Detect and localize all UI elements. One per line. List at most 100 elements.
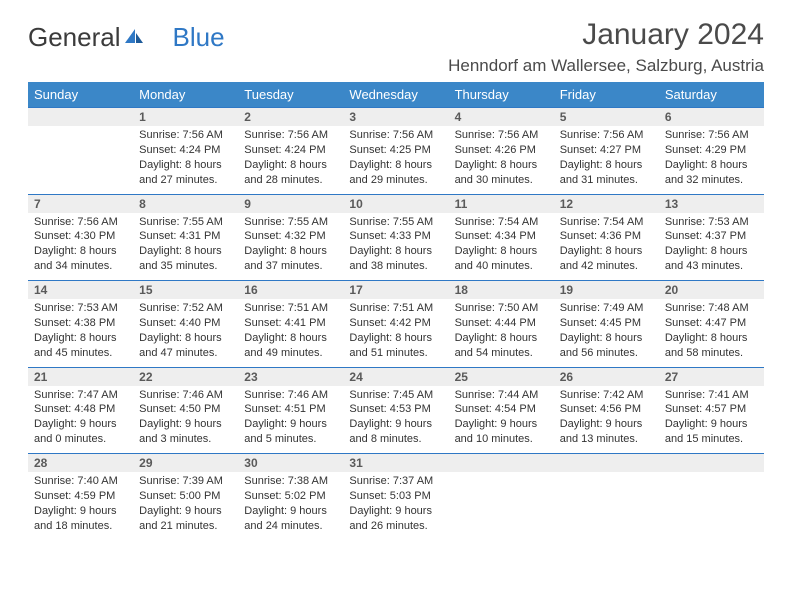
day-content-cell: Sunrise: 7:53 AMSunset: 4:37 PMDaylight:…	[659, 213, 764, 281]
day-number-cell: 1	[133, 108, 238, 127]
day-content-cell: Sunrise: 7:41 AMSunset: 4:57 PMDaylight:…	[659, 386, 764, 454]
sunset-text: Sunset: 4:29 PM	[665, 143, 758, 158]
daylight-text-1: Daylight: 8 hours	[665, 244, 758, 259]
sail-icon	[123, 27, 145, 47]
daylight-text-2: and 8 minutes.	[349, 432, 442, 447]
daylight-text-2: and 35 minutes.	[139, 259, 232, 274]
day-number-cell: 27	[659, 367, 764, 386]
daylight-text-2: and 27 minutes.	[139, 173, 232, 188]
day-number-cell: 8	[133, 194, 238, 213]
daylight-text-2: and 37 minutes.	[244, 259, 337, 274]
daylight-text-1: Daylight: 8 hours	[34, 331, 127, 346]
sunrise-text: Sunrise: 7:56 AM	[665, 128, 758, 143]
sunset-text: Sunset: 4:30 PM	[34, 229, 127, 244]
calendar-table: Sunday Monday Tuesday Wednesday Thursday…	[28, 82, 764, 540]
daylight-text-1: Daylight: 9 hours	[139, 417, 232, 432]
sunset-text: Sunset: 4:32 PM	[244, 229, 337, 244]
daylight-text-2: and 28 minutes.	[244, 173, 337, 188]
day-content-cell	[28, 126, 133, 194]
sunrise-text: Sunrise: 7:56 AM	[244, 128, 337, 143]
day-content-cell: Sunrise: 7:56 AMSunset: 4:24 PMDaylight:…	[133, 126, 238, 194]
daylight-text-2: and 43 minutes.	[665, 259, 758, 274]
daylight-text-1: Daylight: 8 hours	[244, 158, 337, 173]
daylight-text-2: and 3 minutes.	[139, 432, 232, 447]
day-content-cell: Sunrise: 7:49 AMSunset: 4:45 PMDaylight:…	[554, 299, 659, 367]
sunrise-text: Sunrise: 7:55 AM	[139, 215, 232, 230]
location-text: Henndorf am Wallersee, Salzburg, Austria	[448, 56, 764, 76]
content-row: Sunrise: 7:56 AMSunset: 4:30 PM Daylight:…	[28, 213, 764, 281]
daylight-text-2: and 30 minutes.	[455, 173, 548, 188]
daylight-text-1: Daylight: 8 hours	[455, 331, 548, 346]
day-content-cell	[449, 472, 554, 540]
content-row: Sunrise: 7:40 AMSunset: 4:59 PMDaylight:…	[28, 472, 764, 540]
day-number-cell: 21	[28, 367, 133, 386]
day-content-cell: Sunrise: 7:56 AMSunset: 4:27 PMDaylight:…	[554, 126, 659, 194]
day-content-cell: Sunrise: 7:56 AMSunset: 4:25 PMDaylight:…	[343, 126, 448, 194]
sunset-text: Sunset: 4:38 PM	[34, 316, 127, 331]
daylight-text-1: Daylight: 8 hours	[455, 244, 548, 259]
day-number-cell: 15	[133, 281, 238, 300]
daynum-row: 14151617181920	[28, 281, 764, 300]
calendar-body: 123456Sunrise: 7:56 AMSunset: 4:24 PMDay…	[28, 108, 764, 541]
day-content-cell: Sunrise: 7:50 AMSunset: 4:44 PMDaylight:…	[449, 299, 554, 367]
daylight-text-1: Daylight: 8 hours	[349, 331, 442, 346]
month-title: January 2024	[448, 18, 764, 52]
day-number-cell: 3	[343, 108, 448, 127]
sunset-text: Sunset: 5:02 PM	[244, 489, 337, 504]
daylight-text-2: and 45 minutes.	[34, 346, 127, 361]
day-content-cell: Sunrise: 7:44 AMSunset: 4:54 PMDaylight:…	[449, 386, 554, 454]
daylight-text-2: and 15 minutes.	[665, 432, 758, 447]
sunset-text: Sunset: 4:45 PM	[560, 316, 653, 331]
day-number-cell: 16	[238, 281, 343, 300]
daylight-text-2: and 13 minutes.	[560, 432, 653, 447]
day-content-cell: Sunrise: 7:54 AMSunset: 4:36 PMDaylight:…	[554, 213, 659, 281]
sunrise-text: Sunrise: 7:56 AM	[34, 215, 127, 230]
sunrise-text: Sunrise: 7:38 AM	[244, 474, 337, 489]
daylight-text-2: and 47 minutes.	[139, 346, 232, 361]
sunrise-text: Sunrise: 7:55 AM	[349, 215, 442, 230]
day-number-cell: 11	[449, 194, 554, 213]
daylight-text-1: Daylight: 9 hours	[34, 504, 127, 519]
sunrise-text: Sunrise: 7:45 AM	[349, 388, 442, 403]
sunset-text: Sunset: 4:42 PM	[349, 316, 442, 331]
daylight-text-2: and 40 minutes.	[455, 259, 548, 274]
sunset-text: Sunset: 5:00 PM	[139, 489, 232, 504]
day-number-cell: 18	[449, 281, 554, 300]
title-block: January 2024 Henndorf am Wallersee, Salz…	[448, 18, 764, 76]
day-number-cell	[659, 454, 764, 473]
daylight-text-2: and 58 minutes.	[665, 346, 758, 361]
weekday-header: Friday	[554, 82, 659, 108]
sunrise-text: Sunrise: 7:54 AM	[560, 215, 653, 230]
day-content-cell: Sunrise: 7:42 AMSunset: 4:56 PMDaylight:…	[554, 386, 659, 454]
daylight-text-2: and 51 minutes.	[349, 346, 442, 361]
daylight-text-2: and 21 minutes.	[139, 519, 232, 534]
day-content-cell: Sunrise: 7:38 AMSunset: 5:02 PMDaylight:…	[238, 472, 343, 540]
sunset-text: Sunset: 5:03 PM	[349, 489, 442, 504]
sunset-text: Sunset: 4:40 PM	[139, 316, 232, 331]
sunset-text: Sunset: 4:56 PM	[560, 402, 653, 417]
daylight-text-1: Daylight: 9 hours	[349, 417, 442, 432]
daynum-row: 78910111213	[28, 194, 764, 213]
weekday-header: Thursday	[449, 82, 554, 108]
daylight-text-1: Daylight: 8 hours	[665, 158, 758, 173]
daylight-text-1: Daylight: 8 hours	[139, 158, 232, 173]
sunset-text: Sunset: 4:37 PM	[665, 229, 758, 244]
sunrise-text: Sunrise: 7:51 AM	[244, 301, 337, 316]
daylight-text-1: Daylight: 8 hours	[349, 158, 442, 173]
content-row: Sunrise: 7:53 AMSunset: 4:38 PMDaylight:…	[28, 299, 764, 367]
sunrise-text: Sunrise: 7:51 AM	[349, 301, 442, 316]
daylight-text-1: Daylight: 8 hours	[560, 158, 653, 173]
daylight-text-1: Daylight: 8 hours	[139, 331, 232, 346]
sunrise-text: Sunrise: 7:44 AM	[455, 388, 548, 403]
sunset-text: Sunset: 4:36 PM	[560, 229, 653, 244]
day-number-cell: 10	[343, 194, 448, 213]
daylight-text-1: Daylight: 8 hours	[455, 158, 548, 173]
daylight-text-2: and 31 minutes.	[560, 173, 653, 188]
daylight-text-2: and 54 minutes.	[455, 346, 548, 361]
content-row: Sunrise: 7:56 AMSunset: 4:24 PMDaylight:…	[28, 126, 764, 194]
day-number-cell: 20	[659, 281, 764, 300]
day-number-cell: 14	[28, 281, 133, 300]
daylight-text-2: and 5 minutes.	[244, 432, 337, 447]
day-content-cell: Sunrise: 7:55 AMSunset: 4:31 PMDaylight:…	[133, 213, 238, 281]
weekday-header: Wednesday	[343, 82, 448, 108]
